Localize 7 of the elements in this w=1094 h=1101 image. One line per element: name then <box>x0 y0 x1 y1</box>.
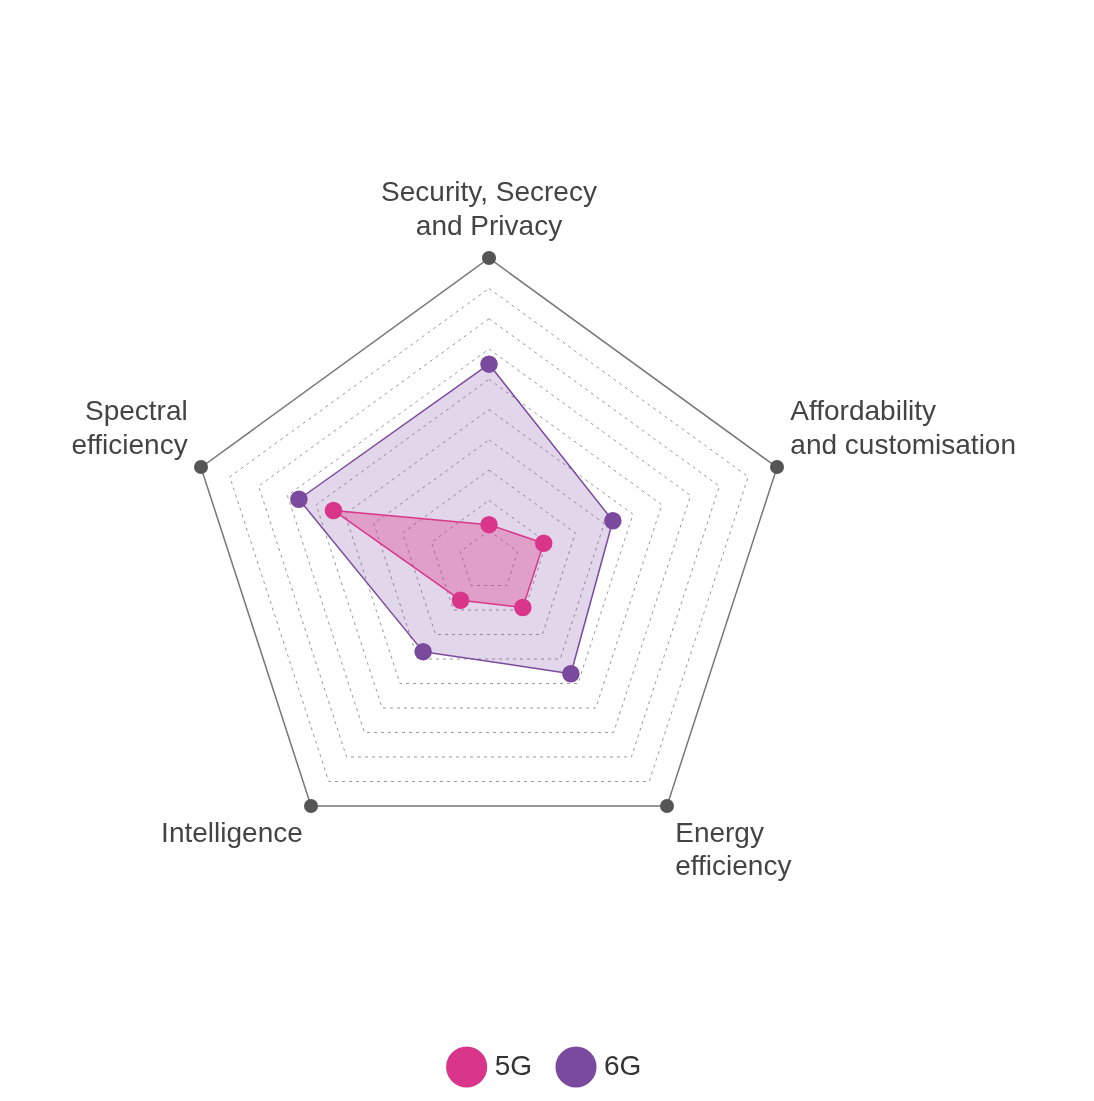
spoke-label: Security, Secrecy and Privacy <box>381 176 597 242</box>
spoke-label: Spectral efficiency <box>71 395 188 461</box>
legend-label: 5G <box>494 1049 533 1081</box>
spoke-label: Intelligence <box>161 816 303 848</box>
legend-label: 6G <box>604 1049 642 1081</box>
spoke-label: Energy efficiency <box>675 816 792 882</box>
spoke-label: Affordability and customisation <box>790 395 1017 461</box>
